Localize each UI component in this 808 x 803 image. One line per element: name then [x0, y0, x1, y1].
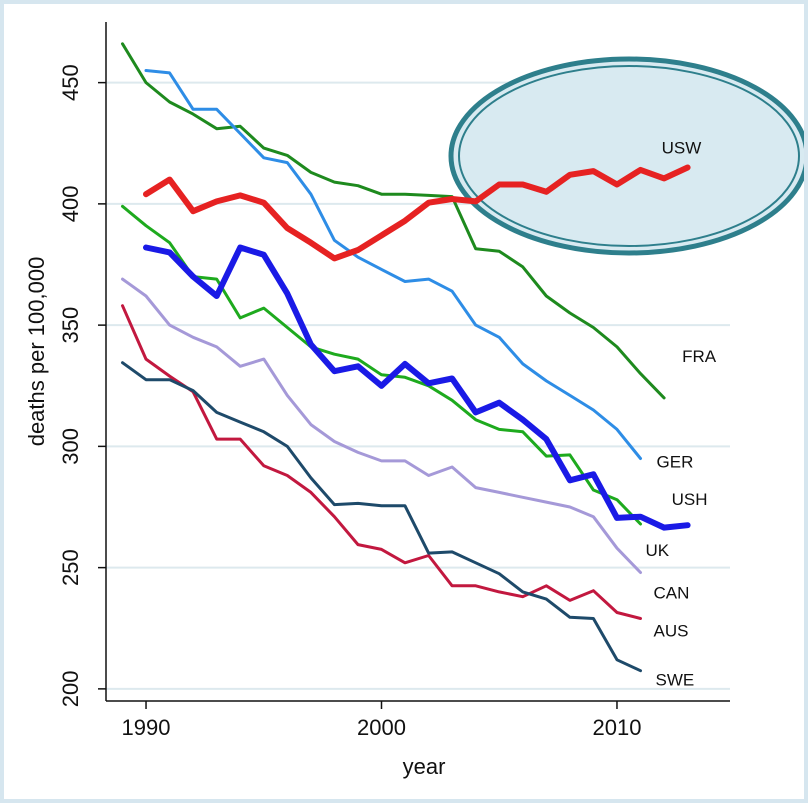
y-tick-label-450: 450: [58, 64, 83, 101]
x-axis-title: year: [403, 754, 446, 779]
series-label-ger: GER: [657, 453, 694, 472]
series-line-can: [121, 277, 642, 574]
series-label-swe: SWE: [656, 671, 695, 690]
series-label-fra: FRA: [682, 347, 717, 366]
y-tick-label-300: 300: [58, 428, 83, 465]
series-layer: [121, 42, 691, 673]
x-tick-label-2010: 2010: [592, 715, 641, 740]
line-chart: FRA GER USW UK USH CAN AUS SWE 200 250 300 350 400 4…: [24, 22, 804, 779]
y-tick-label-250: 250: [58, 549, 83, 586]
x-tick-label-2000: 2000: [357, 715, 406, 740]
series-line-aus: [121, 304, 642, 620]
series-labels: FRA GER USW UK USH CAN AUS SWE: [646, 139, 717, 690]
series-label-can: CAN: [654, 583, 690, 602]
series-label-uk: UK: [646, 541, 670, 560]
series-label-ush: USH: [672, 490, 708, 509]
series-line-ush: [143, 244, 691, 531]
y-tick-label-400: 400: [58, 186, 83, 223]
series-label-aus: AUS: [654, 622, 689, 641]
series-label-usw: USW: [662, 139, 702, 158]
series-line-uk: [121, 204, 642, 526]
highlight-layer: [448, 56, 804, 256]
series-line-usw: [143, 164, 691, 262]
series-line-fra: [121, 42, 666, 400]
x-tick-label-1990: 1990: [122, 715, 171, 740]
y-axis-title: deaths per 100,000: [24, 257, 49, 447]
series-line-ger: [144, 69, 642, 460]
series-line-swe: [121, 361, 642, 673]
y-tick-label-350: 350: [58, 307, 83, 344]
axes: 200 250 300 350 400 450 1990 2000 2010: [58, 22, 730, 740]
highlight-ellipse: [448, 56, 804, 256]
y-tick-label-200: 200: [58, 671, 83, 708]
